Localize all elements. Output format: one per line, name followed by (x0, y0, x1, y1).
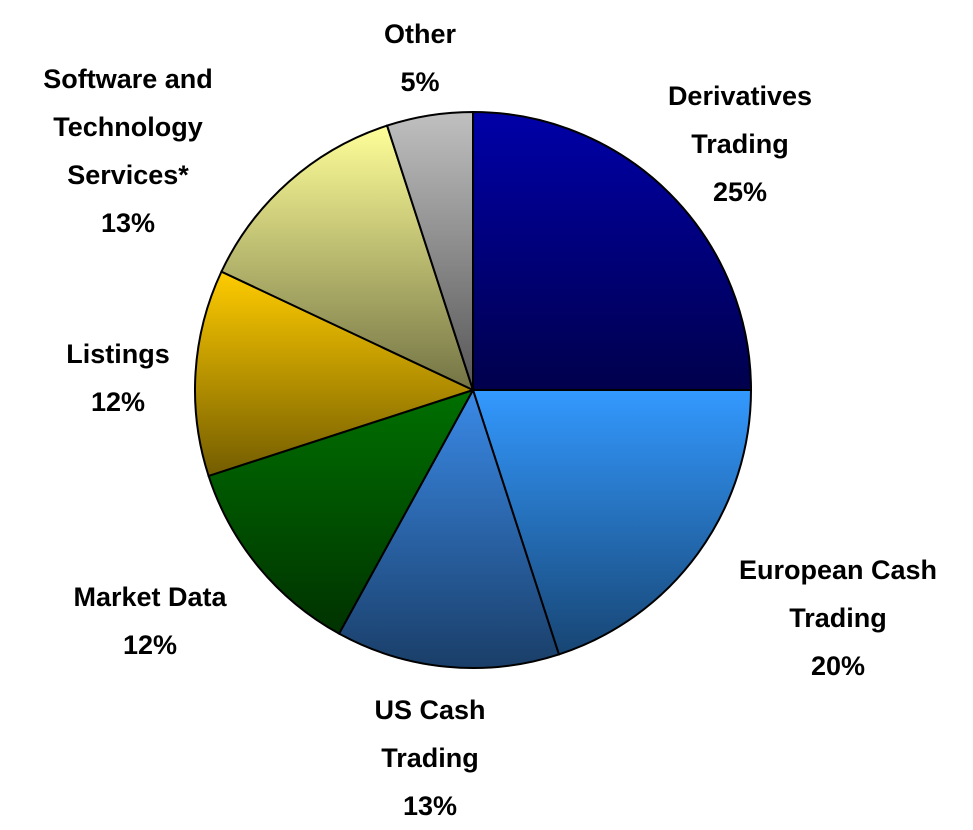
value-label: 25% (712, 177, 768, 207)
pie-slice (337, 387, 561, 669)
value-label: 12% (90, 387, 146, 417)
category-label: Derivatives Trading (667, 81, 813, 159)
pie-slice (472, 110, 753, 391)
category-label: Market Data (73, 582, 227, 612)
pie-slice (207, 388, 476, 635)
pie-slice (385, 110, 474, 391)
category-label: US Cash Trading (374, 695, 486, 773)
value-label: 12% (122, 630, 178, 660)
category-label: Listings (66, 339, 170, 369)
slice-label: European Cash Trading 20% (703, 546, 973, 690)
slice-label: Other 5% (355, 10, 485, 106)
value-label: 20% (810, 651, 866, 681)
pie-slice (220, 124, 475, 392)
slice-label: Market Data 12% (20, 573, 280, 669)
value-label: 13% (100, 208, 156, 238)
category-label: Software and Technology Services* (43, 64, 213, 190)
slice-label: Listings 12% (18, 330, 218, 426)
value-label: 13% (402, 791, 458, 821)
slice-label: US Cash Trading 13% (345, 686, 515, 830)
slice-label: Derivatives Trading 25% (630, 72, 850, 216)
pie-slice (194, 270, 476, 478)
value-label: 5% (400, 67, 440, 97)
category-label: European Cash Trading (738, 555, 938, 633)
slice-label: Software and Technology Services* 13% (3, 55, 253, 247)
category-label: Other (383, 19, 456, 49)
pie-slice (471, 389, 753, 656)
